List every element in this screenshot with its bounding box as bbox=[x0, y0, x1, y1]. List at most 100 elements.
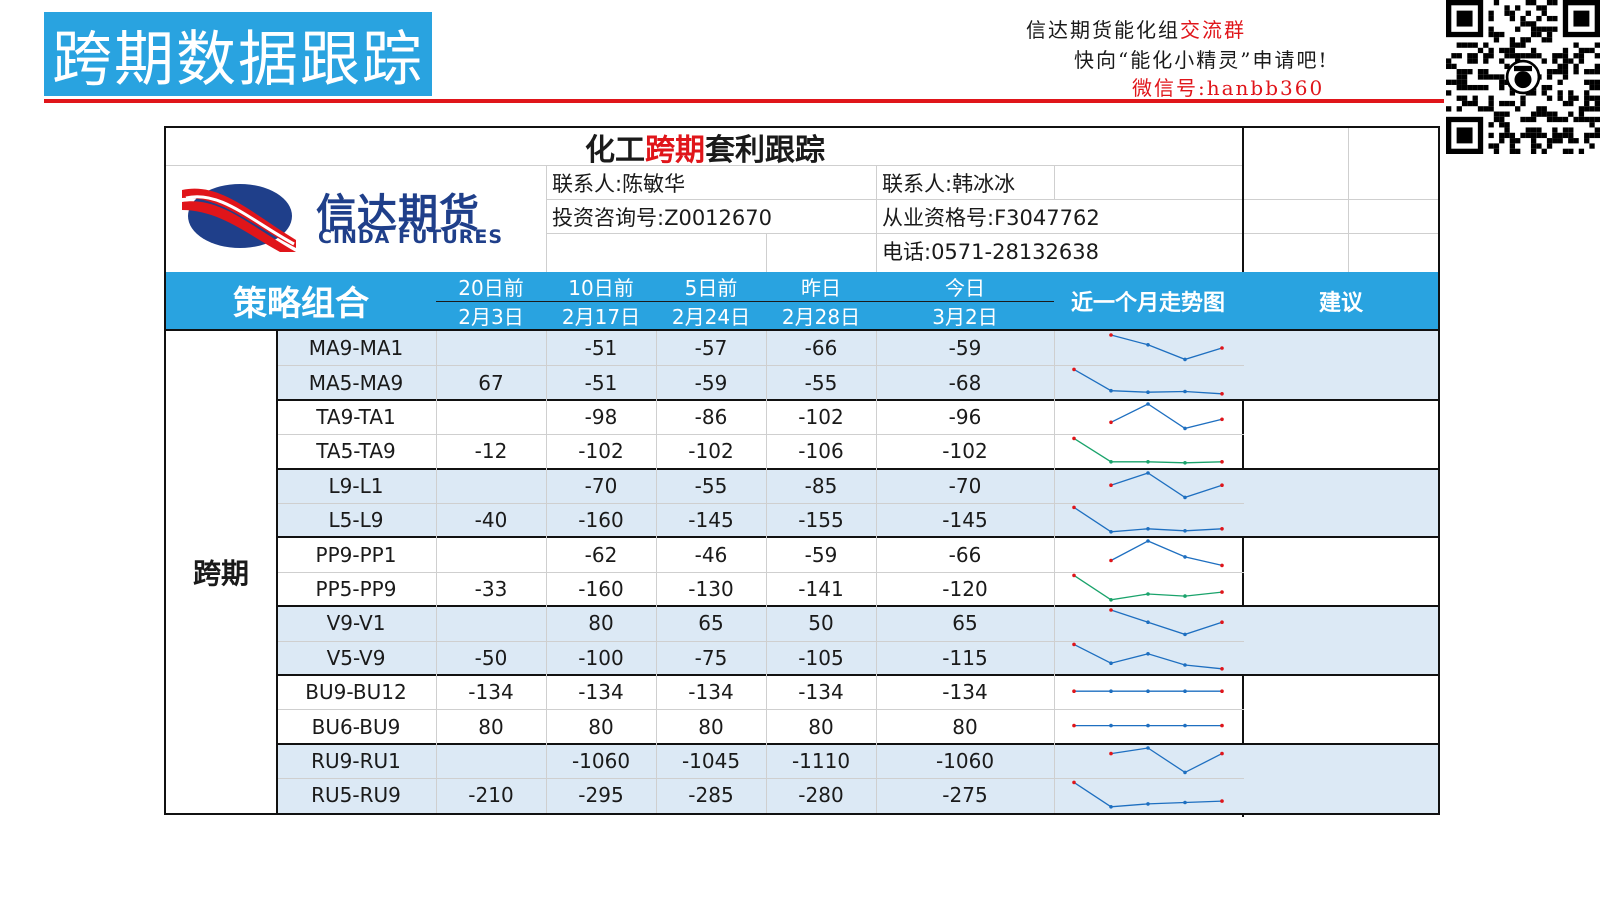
row-value: -1045 bbox=[681, 748, 741, 773]
header-col-today: 今日 bbox=[945, 275, 985, 300]
promo-group-highlight: 交流群 bbox=[1180, 18, 1246, 42]
row-value: -105 bbox=[798, 645, 844, 670]
promo-line-1: 信达期货能化组交流群 bbox=[1026, 14, 1246, 43]
promo-line-2: 快向“能化小精灵”申请吧! bbox=[1074, 48, 1329, 72]
sparkline-series bbox=[1110, 334, 1223, 361]
gridline bbox=[1054, 166, 1055, 200]
row-value bbox=[436, 331, 546, 365]
row-divider bbox=[278, 742, 1438, 745]
header-date-today: 3月2日 bbox=[932, 304, 998, 329]
sparkline-point bbox=[1183, 663, 1187, 667]
row-spread-name: RU9-RU1 bbox=[311, 748, 401, 773]
row-value: -51 bbox=[584, 370, 618, 395]
sparkline-point bbox=[1072, 642, 1076, 647]
column-divider bbox=[1054, 331, 1055, 813]
sparkline-point bbox=[1109, 723, 1113, 728]
row-value: 67 bbox=[478, 370, 504, 395]
row-value: -160 bbox=[578, 576, 624, 601]
arbitrage-tracking-table: 化工 跨期 套利跟踪 信达期货 CINDA FUTURES 联系人:陈敏华 投资咨询… bbox=[164, 126, 1440, 817]
row-divider bbox=[278, 571, 1244, 573]
sparkline-point bbox=[1072, 723, 1076, 728]
sheet-title-part: 化工 bbox=[585, 133, 645, 168]
row-value: -141 bbox=[798, 576, 844, 601]
header-date-5d: 2月24日 bbox=[671, 304, 751, 329]
logo-cn-text: 信达期货 bbox=[316, 191, 480, 237]
row-value: -59 bbox=[804, 542, 838, 567]
sparkline-point bbox=[1109, 482, 1113, 487]
row-value bbox=[436, 537, 546, 571]
row-value: -85 bbox=[804, 473, 838, 498]
header-col-yesterday: 昨日 bbox=[801, 275, 841, 300]
sparkline-point bbox=[1072, 573, 1076, 578]
header-col-5d: 5日前 bbox=[684, 275, 738, 300]
row-value: -134 bbox=[942, 680, 988, 705]
row-value: -160 bbox=[578, 508, 624, 533]
row-value: -96 bbox=[948, 404, 982, 429]
row-divider bbox=[278, 674, 1438, 676]
row-value: -59 bbox=[948, 336, 982, 361]
row-value: -66 bbox=[948, 542, 982, 567]
sparkline-point bbox=[1220, 689, 1224, 693]
sparkline-point bbox=[1146, 526, 1150, 531]
contact-1-name: 联系人:陈敏华 bbox=[552, 172, 686, 196]
sparkline-point bbox=[1109, 689, 1113, 693]
sparkline-point bbox=[1146, 592, 1150, 597]
sparkline-point bbox=[1146, 745, 1150, 750]
row-value: 80 bbox=[952, 714, 978, 739]
sheet-title: 化工 跨期 套利跟踪 bbox=[166, 128, 1244, 168]
row-value: -210 bbox=[468, 783, 514, 808]
sparkline-point bbox=[1109, 333, 1113, 337]
row-spread-name: PP9-PP1 bbox=[315, 542, 397, 567]
sparkline-point bbox=[1220, 392, 1224, 396]
header-trend: 近一个月走势图 bbox=[1070, 290, 1225, 316]
sparkline-point bbox=[1072, 367, 1076, 372]
sparkline-point bbox=[1146, 390, 1150, 394]
trend-sparkline bbox=[1072, 689, 1224, 728]
row-value: -75 bbox=[694, 645, 728, 670]
header-col-20d: 20日前 bbox=[458, 275, 524, 300]
row-spread-name: L9-L1 bbox=[328, 473, 384, 498]
sparkline-point bbox=[1109, 804, 1113, 809]
promo-wechat-id: 微信号:hanbb360 bbox=[1132, 76, 1325, 100]
row-band bbox=[278, 606, 1438, 675]
gridline bbox=[166, 165, 1244, 166]
row-value: -102 bbox=[942, 439, 988, 464]
row-value: -66 bbox=[804, 336, 838, 361]
row-value: -40 bbox=[474, 508, 508, 533]
row-spread-name: TA9-TA1 bbox=[316, 404, 396, 429]
row-value: -70 bbox=[584, 473, 618, 498]
row-divider bbox=[278, 398, 1438, 401]
row-spread-name: RU5-RU9 bbox=[311, 783, 401, 808]
row-value: -106 bbox=[798, 439, 844, 464]
row-value: 65 bbox=[698, 611, 724, 636]
row-value: -86 bbox=[694, 404, 728, 429]
row-value: -59 bbox=[694, 370, 728, 395]
sparkline-point bbox=[1146, 652, 1150, 656]
logo-en-text: CINDA FUTURES bbox=[318, 226, 504, 248]
sparkline-series bbox=[1110, 540, 1223, 567]
sparkline-point bbox=[1072, 689, 1076, 693]
row-value: -295 bbox=[578, 783, 624, 808]
category-label: 跨期 bbox=[192, 557, 249, 590]
trend-sparkline bbox=[1072, 608, 1224, 671]
sparkline-point bbox=[1183, 389, 1187, 394]
row-spread-name: V5-V9 bbox=[326, 645, 386, 670]
sparkline-point bbox=[1146, 470, 1150, 475]
sparkline-point bbox=[1146, 539, 1150, 544]
row-value: -134 bbox=[688, 680, 734, 705]
sparkline-point bbox=[1146, 689, 1150, 693]
sparkline-point bbox=[1220, 620, 1224, 625]
title-divider bbox=[44, 99, 1444, 103]
gridline bbox=[766, 234, 767, 272]
trend-sparkline bbox=[1072, 745, 1224, 809]
row-value: -100 bbox=[578, 645, 624, 670]
sparkline-point bbox=[1109, 751, 1113, 756]
sparkline-point bbox=[1183, 800, 1187, 805]
sparkline-point bbox=[1183, 357, 1187, 362]
sparkline-point bbox=[1109, 608, 1113, 612]
row-value: 80 bbox=[478, 714, 504, 739]
sparkline-series bbox=[1073, 644, 1223, 670]
row-divider bbox=[278, 640, 1244, 642]
row-value: -1060 bbox=[935, 748, 995, 773]
sparkline-point bbox=[1220, 482, 1224, 487]
